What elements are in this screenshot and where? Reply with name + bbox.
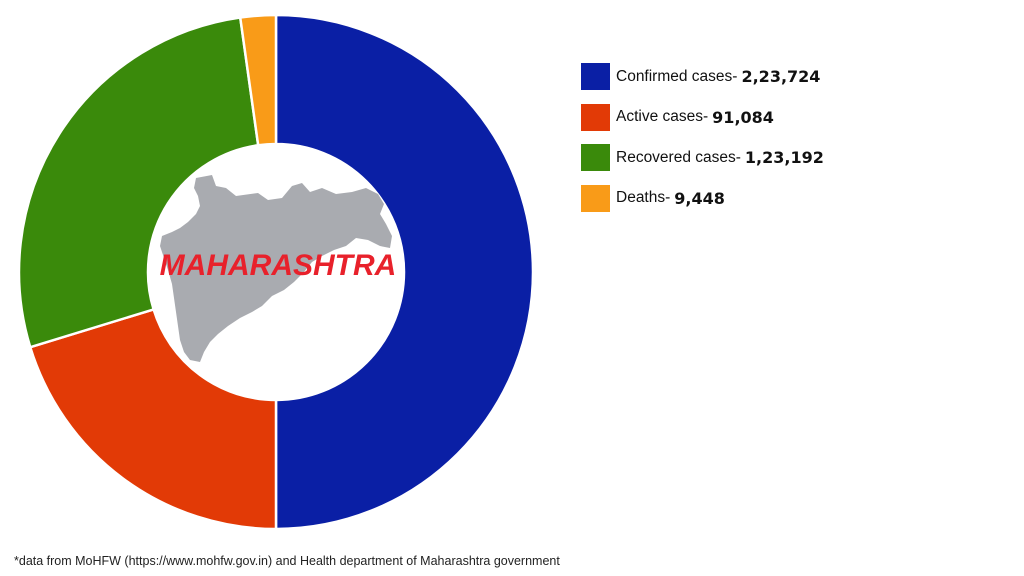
legend-value: 9,448: [674, 188, 725, 208]
legend-swatch-confirmed: [581, 63, 610, 90]
legend-swatch-recovered: [581, 144, 610, 171]
legend-value: 1,23,192: [744, 148, 824, 167]
legend-item-recovered: Recovered cases- 1,23,192: [581, 144, 824, 171]
source-footnote: *data from MoHFW (https://www.mohfw.gov.…: [14, 554, 560, 568]
legend-label: Recovered cases-: [616, 148, 741, 166]
legend-label: Active cases-: [616, 108, 709, 125]
legend-value: 2,23,724: [741, 67, 821, 86]
donut-slices: [17, 13, 535, 531]
legend-swatch-active: [581, 103, 610, 131]
legend-label: Deaths-: [616, 189, 671, 206]
legend-item-active: Active cases- 91,084: [581, 103, 824, 131]
legend-swatch-deaths: [581, 184, 610, 212]
legend-item-confirmed: Confirmed cases- 2,23,724: [581, 63, 824, 90]
chart-legend: Confirmed cases- 2,23,724 Active cases- …: [581, 63, 824, 225]
maharashtra-map-icon: [160, 175, 392, 362]
legend-value: 91,084: [712, 107, 774, 127]
legend-label: Confirmed cases-: [616, 67, 738, 85]
center-label: MAHARASHTRA: [160, 249, 397, 282]
legend-item-deaths: Deaths- 9,448: [581, 184, 824, 212]
